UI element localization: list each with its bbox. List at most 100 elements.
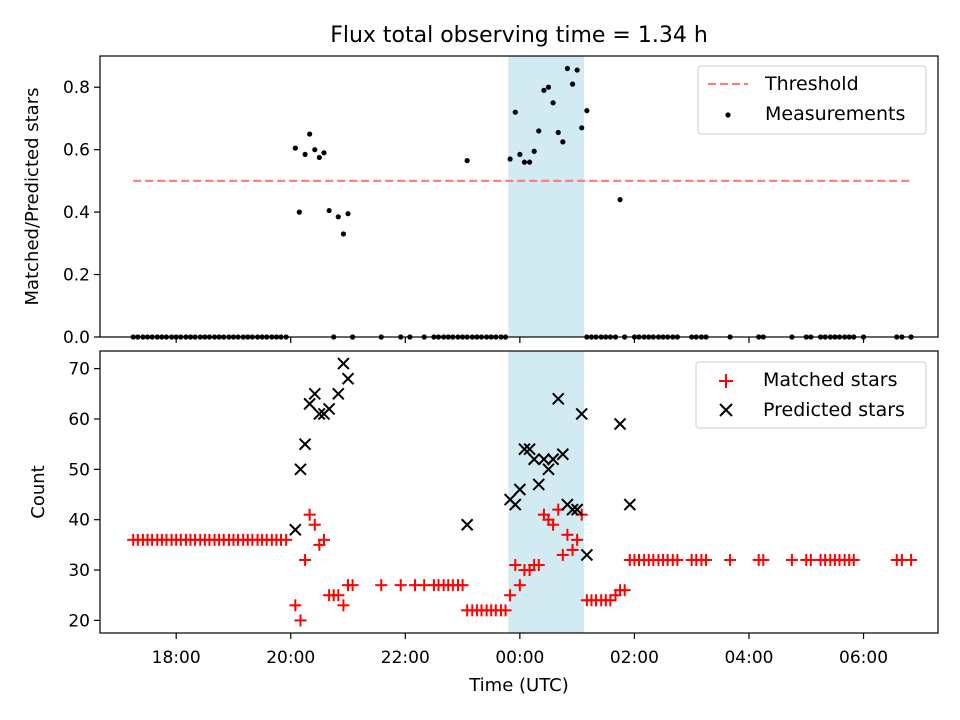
predicted-star-point: [570, 503, 584, 516]
matched-star-point: [499, 604, 512, 617]
matched-star-point: [847, 553, 860, 566]
matched-stars-points: [127, 503, 918, 627]
y-tick-label: 0.2: [63, 266, 90, 286]
matched-star-point: [785, 553, 798, 566]
predicted-star-point: [623, 498, 637, 511]
predicted-star-point: [523, 442, 536, 456]
predicted-star-point: [332, 387, 345, 401]
y-tick-label: 30: [68, 561, 90, 581]
predicted-star-point: [298, 437, 312, 451]
matched-star-point: [604, 594, 617, 607]
chart-title: Flux total observing time = 1.34 h: [330, 23, 708, 48]
bottom-legend: Matched stars Predicted stars: [695, 361, 927, 429]
matched-star-point: [294, 614, 307, 627]
measurement-point: [526, 159, 533, 165]
predicted-star-point: [518, 442, 531, 456]
legend-threshold-label: Threshold: [764, 73, 859, 95]
measurement-point: [512, 109, 518, 115]
predicted-star-point: [341, 372, 355, 385]
measurement-point: [312, 147, 318, 153]
measurement-point: [541, 87, 547, 93]
measurement-point: [555, 129, 561, 136]
y-tick-label: 70: [68, 360, 90, 380]
matched-star-point: [504, 589, 517, 602]
predicted-star-point: [542, 463, 555, 476]
predicted-star-point: [513, 483, 527, 496]
measurement-point: [302, 151, 308, 157]
top-axes-frame: [99, 55, 939, 338]
x-tick-label: 22:00: [381, 648, 430, 668]
legend-predicted-label: Predicted stars: [763, 399, 905, 421]
measurement-point: [536, 128, 542, 134]
measurement-point: [531, 148, 537, 154]
matched-star-point: [757, 553, 770, 566]
top-legend: Threshold Measurements: [697, 65, 927, 135]
highlight-span: [508, 56, 585, 337]
measurement-point: [326, 207, 332, 214]
bottom-x-ticks: 18:00 20:00 22:00 00:00 02:00 04:00 06:00: [152, 633, 888, 668]
y-tick-label: 0.6: [63, 141, 90, 161]
y-tick-label: 0.0: [63, 328, 90, 348]
predicted-star-point: [303, 397, 316, 411]
x-tick-label: 18:00: [152, 648, 201, 668]
y-tick-label: 60: [68, 410, 90, 430]
matched-star-point: [566, 543, 579, 556]
matched-star-point: [299, 553, 312, 566]
predicted-star-point: [556, 448, 570, 461]
measurement-point: [517, 151, 523, 157]
measurement-points: [130, 65, 914, 340]
top-y-ticks: 0.0 0.2 0.4 0.6 0.8: [63, 78, 100, 348]
matched-star-point: [724, 553, 737, 566]
predicted-star-point: [552, 392, 565, 406]
x-tick-label: 02:00: [610, 648, 659, 668]
matched-star-point: [280, 533, 293, 546]
predicted-star-point: [289, 523, 302, 536]
measurement-point: [335, 214, 341, 220]
bottom-panel: 20 30 40 50 60 70 18:00 20:00 22:00 00:00 02:00 04…: [28, 350, 939, 696]
measurement-point: [345, 211, 351, 217]
matched-star-point: [547, 518, 560, 531]
predicted-star-point: [509, 498, 522, 511]
legend-matched-swatch: [719, 374, 733, 388]
x-tick-label: 20:00: [266, 648, 315, 668]
predicted-star-point: [613, 417, 627, 431]
measurement-point: [340, 231, 347, 237]
matched-star-point: [671, 553, 684, 566]
matched-star-point: [618, 584, 631, 597]
predicted-star-point: [294, 463, 307, 476]
measurement-point: [507, 156, 513, 162]
matched-star-point: [303, 508, 316, 521]
top-y-axis-label: Matched/Predicted stars: [22, 88, 43, 306]
measurement-point: [564, 65, 571, 72]
measurement-point: [545, 84, 552, 90]
x-axis-label: Time (UTC): [468, 675, 569, 696]
measurement-point: [292, 145, 298, 151]
legend-measurement-swatch: [725, 112, 731, 118]
y-tick-label: 50: [68, 460, 90, 480]
measurement-point: [316, 154, 322, 161]
y-tick-label: 0.4: [63, 203, 90, 223]
measurement-point: [579, 125, 585, 131]
predicted-star-point: [537, 453, 551, 466]
legend-predicted-swatch: [719, 403, 733, 417]
measurement-point: [560, 139, 566, 145]
matched-star-point: [561, 528, 574, 541]
measurement-point: [584, 108, 590, 114]
top-x-ticks: [175, 337, 865, 343]
bottom-axes-frame: [99, 350, 939, 634]
matched-star-point: [375, 579, 388, 592]
matched-star-point: [317, 533, 330, 546]
measurement-point: [521, 159, 528, 165]
legend-matched-label: Matched stars: [763, 369, 897, 391]
measurement-point: [296, 209, 302, 215]
predicted-star-point: [566, 503, 579, 516]
matched-star-point: [571, 533, 584, 546]
predicted-star-point: [575, 407, 588, 421]
y-tick-label: 40: [68, 511, 90, 531]
measurement-point: [464, 157, 470, 164]
x-tick-label: 00:00: [495, 648, 544, 668]
matched-star-point: [337, 599, 350, 612]
predicted-star-point: [460, 518, 474, 531]
bottom-y-ticks: 20 30 40 50 60 70: [68, 360, 100, 631]
